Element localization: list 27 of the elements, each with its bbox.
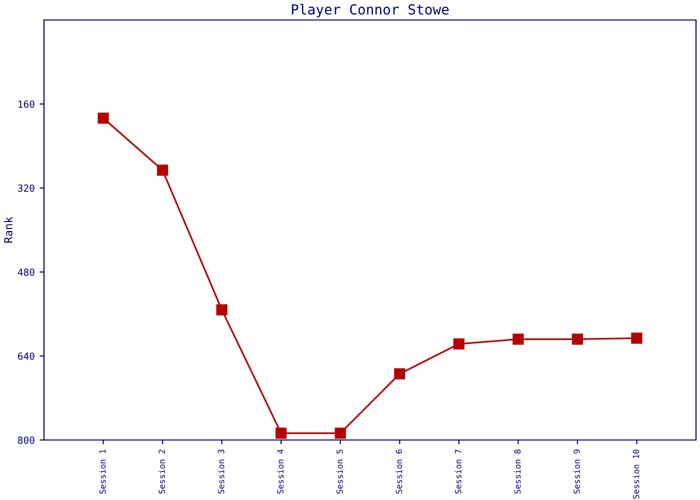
point [512,334,524,345]
x-tick-label: Session 8 [514,450,521,494]
y-tick-label: 160 [18,100,34,108]
point [334,428,346,439]
point [453,338,464,350]
y-axis-title: Rank [4,216,12,243]
x-tick-label: Session 3 [218,450,224,494]
y-tick-label: 800 [18,436,34,444]
x-tick-label: Session 1 [99,450,106,494]
point [631,332,642,344]
y-tick-label: 320 [18,184,34,192]
point [572,334,584,345]
x-tick-label: Session 6 [396,450,402,494]
point [394,368,406,380]
point [156,164,168,176]
x-tick-label: Session 2 [158,450,165,494]
y-tick-label: 480 [18,268,34,276]
x-tick-label: Session 9 [573,450,580,494]
x-tick-label: Session 7 [454,450,462,494]
chart-title: Player Connor Stowe [292,4,449,18]
x-tick-label: Session 5 [336,450,343,494]
point [98,112,109,124]
point [216,304,228,316]
point [276,428,287,439]
x-tick-label: Session 10 [632,450,640,499]
x-tick-label: Session 4 [277,449,284,494]
y-tick-label: 640 [18,352,34,360]
